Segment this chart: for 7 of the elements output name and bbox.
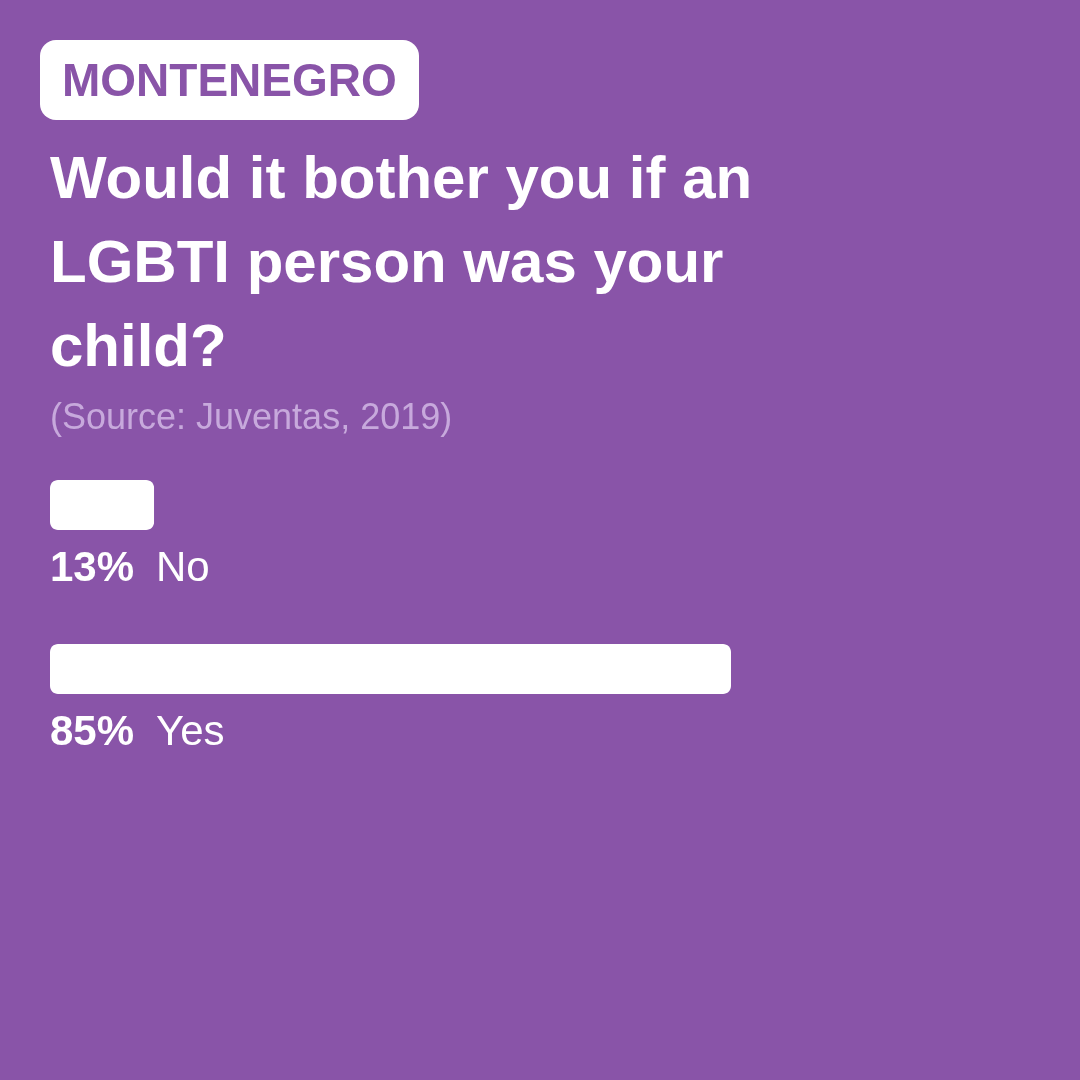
data-label: 85% — [50, 707, 135, 754]
chart-subtitle: MONTENEGRO — [40, 40, 419, 120]
data-label: 13% — [50, 543, 135, 590]
text: (Source: Juventas, 2019) — [50, 396, 453, 438]
y-tick-label: Yes — [156, 707, 225, 754]
chart-title: Would it bother you if an LGBTI person was your child? — [50, 143, 754, 381]
y-tick-label: No — [156, 543, 210, 590]
